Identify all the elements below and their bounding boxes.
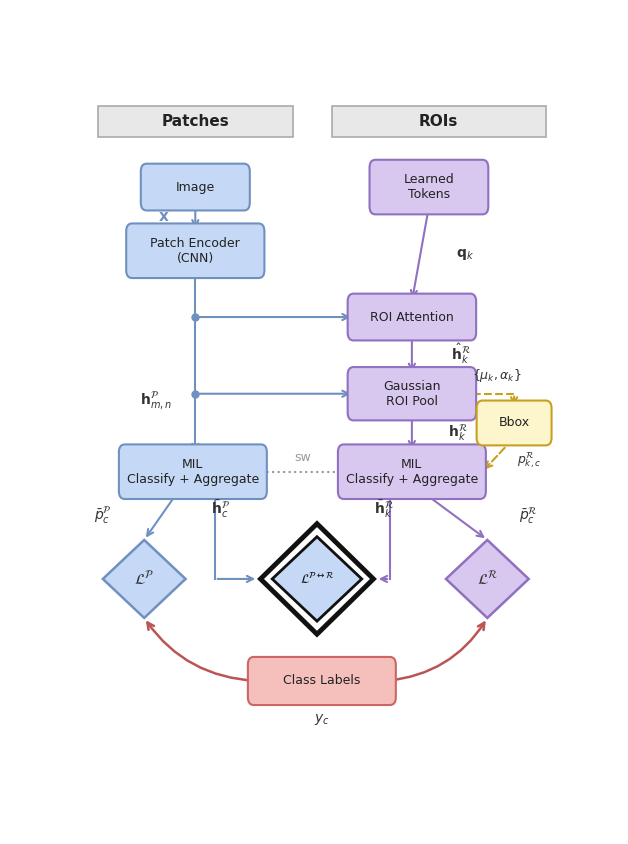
Text: Image: Image bbox=[176, 181, 215, 193]
Text: Bbox: Bbox bbox=[499, 416, 529, 430]
Text: $\mathbf{h}_{k}^{\mathcal{R}}$: $\mathbf{h}_{k}^{\mathcal{R}}$ bbox=[448, 422, 468, 443]
FancyBboxPatch shape bbox=[119, 445, 267, 499]
FancyBboxPatch shape bbox=[332, 106, 546, 137]
Text: Patches: Patches bbox=[161, 114, 229, 129]
Text: sw: sw bbox=[294, 451, 311, 464]
Text: Gaussian
ROI Pool: Gaussian ROI Pool bbox=[383, 380, 441, 408]
Text: $\hat{\mathbf{h}}_{k}^{\mathcal{R}}$: $\hat{\mathbf{h}}_{k}^{\mathcal{R}}$ bbox=[450, 342, 470, 366]
Text: Learned
Tokens: Learned Tokens bbox=[404, 173, 454, 201]
FancyBboxPatch shape bbox=[126, 224, 264, 278]
Text: $\{\mu_k, \alpha_k\}$: $\{\mu_k, \alpha_k\}$ bbox=[472, 367, 522, 384]
Text: $\bar{p}_{c}^{\mathcal{P}}$: $\bar{p}_{c}^{\mathcal{P}}$ bbox=[94, 506, 112, 526]
Text: $\mathbf{q}_{k}$: $\mathbf{q}_{k}$ bbox=[457, 246, 474, 262]
Text: MIL
Classify + Aggregate: MIL Classify + Aggregate bbox=[346, 457, 478, 485]
Polygon shape bbox=[272, 537, 362, 621]
FancyBboxPatch shape bbox=[98, 106, 293, 137]
FancyBboxPatch shape bbox=[248, 657, 396, 705]
Text: $\mathcal{L}^{\mathcal{P}\leftrightarrow\mathcal{R}}$: $\mathcal{L}^{\mathcal{P}\leftrightarrow… bbox=[300, 571, 334, 587]
FancyBboxPatch shape bbox=[369, 160, 489, 214]
Text: $\mathbf{h}_{m,n}^{\mathcal{P}}$: $\mathbf{h}_{m,n}^{\mathcal{P}}$ bbox=[141, 391, 172, 412]
FancyBboxPatch shape bbox=[348, 367, 476, 420]
Text: MIL
Classify + Aggregate: MIL Classify + Aggregate bbox=[127, 457, 259, 485]
Text: $\bar{p}_{c}^{\mathcal{R}}$: $\bar{p}_{c}^{\mathcal{R}}$ bbox=[519, 506, 538, 526]
Text: $\bar{\mathbf{h}}_{k}^{\mathcal{R}}$: $\bar{\mathbf{h}}_{k}^{\mathcal{R}}$ bbox=[374, 499, 394, 520]
Text: $\mathcal{L}^{\mathcal{P}}$: $\mathcal{L}^{\mathcal{P}}$ bbox=[134, 571, 154, 587]
Polygon shape bbox=[446, 540, 529, 618]
Text: ROIs: ROIs bbox=[419, 114, 458, 129]
Text: ROI Attention: ROI Attention bbox=[370, 311, 454, 323]
Polygon shape bbox=[261, 523, 374, 634]
Text: $\bar{\mathbf{h}}_{c}^{\mathcal{P}}$: $\bar{\mathbf{h}}_{c}^{\mathcal{P}}$ bbox=[211, 499, 230, 520]
Text: $\mathbf{x}$: $\mathbf{x}$ bbox=[158, 209, 170, 225]
FancyBboxPatch shape bbox=[477, 401, 551, 446]
Text: $\mathcal{L}^{\mathcal{R}}$: $\mathcal{L}^{\mathcal{R}}$ bbox=[477, 570, 498, 587]
FancyBboxPatch shape bbox=[348, 294, 476, 340]
Text: Patch Encoder
(CNN): Patch Encoder (CNN) bbox=[151, 237, 240, 265]
Polygon shape bbox=[103, 540, 186, 618]
Text: $y_c$: $y_c$ bbox=[314, 711, 330, 727]
Text: $p_{k,c}^{\mathcal{R}}$: $p_{k,c}^{\mathcal{R}}$ bbox=[516, 451, 541, 471]
Text: Class Labels: Class Labels bbox=[283, 674, 360, 688]
FancyBboxPatch shape bbox=[338, 445, 486, 499]
FancyBboxPatch shape bbox=[141, 164, 250, 210]
